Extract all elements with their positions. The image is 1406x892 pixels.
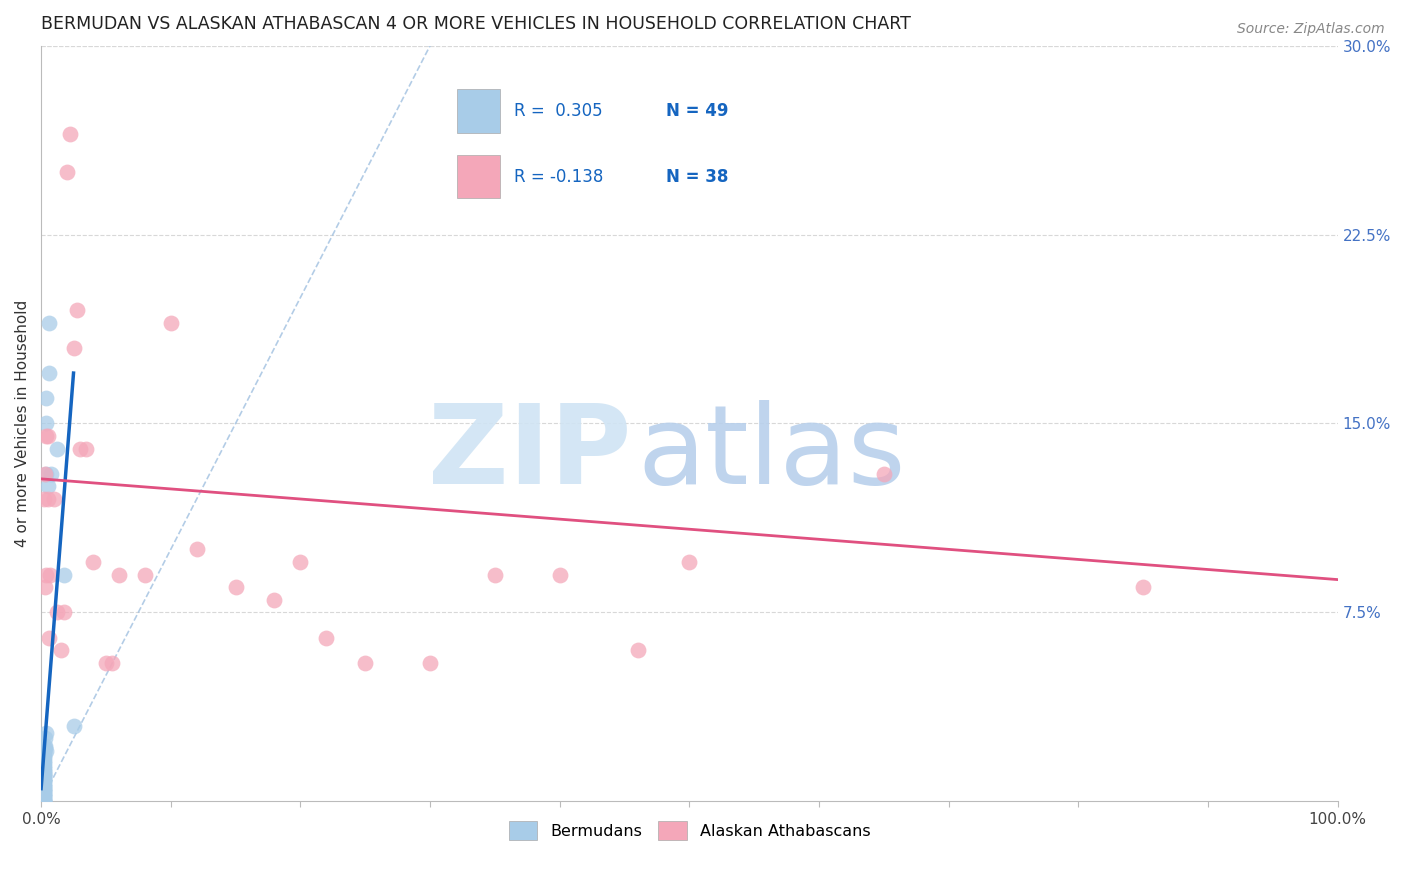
Text: ZIP: ZIP xyxy=(427,401,631,508)
Point xyxy=(263,592,285,607)
Point xyxy=(34,739,56,753)
Point xyxy=(32,791,55,805)
Point xyxy=(37,429,59,443)
Point xyxy=(32,764,55,778)
Point xyxy=(42,491,65,506)
Point xyxy=(32,781,55,796)
Point xyxy=(53,605,76,619)
Text: Source: ZipAtlas.com: Source: ZipAtlas.com xyxy=(1237,22,1385,37)
Point xyxy=(35,417,58,431)
Point xyxy=(32,754,55,768)
Point xyxy=(35,391,58,405)
Point xyxy=(32,787,55,801)
Point xyxy=(32,769,55,783)
Point xyxy=(34,731,56,746)
Point xyxy=(225,580,247,594)
Point xyxy=(41,467,63,481)
Point xyxy=(32,781,55,796)
Point xyxy=(101,656,124,670)
Point xyxy=(62,341,84,355)
Point xyxy=(37,491,59,506)
Point xyxy=(32,769,55,783)
Point xyxy=(32,759,55,773)
Point xyxy=(66,303,89,318)
Point xyxy=(34,467,56,481)
Point xyxy=(35,467,58,481)
Point xyxy=(32,772,55,786)
Point xyxy=(32,751,55,765)
Point xyxy=(38,366,60,380)
Point xyxy=(62,719,84,733)
Point xyxy=(32,491,55,506)
Point xyxy=(49,643,72,657)
Point xyxy=(59,127,82,141)
Point xyxy=(32,748,55,763)
Point xyxy=(108,567,131,582)
Text: BERMUDAN VS ALASKAN ATHABASCAN 4 OR MORE VEHICLES IN HOUSEHOLD CORRELATION CHART: BERMUDAN VS ALASKAN ATHABASCAN 4 OR MORE… xyxy=(41,15,911,33)
Point xyxy=(94,656,117,670)
Point xyxy=(76,442,98,456)
Point xyxy=(34,741,56,756)
Point xyxy=(186,542,208,557)
Point xyxy=(32,794,55,808)
Point xyxy=(32,766,55,780)
Point xyxy=(82,555,104,569)
Point xyxy=(32,762,55,776)
Point xyxy=(38,631,60,645)
Point xyxy=(32,794,55,808)
Point xyxy=(32,764,55,778)
Point xyxy=(32,784,55,798)
Point xyxy=(32,772,55,786)
Point xyxy=(32,779,55,793)
Point xyxy=(134,567,156,582)
Point xyxy=(35,726,58,740)
Point xyxy=(32,747,55,761)
Point xyxy=(37,479,59,493)
Point xyxy=(32,774,55,789)
Point xyxy=(32,766,55,780)
Point xyxy=(45,442,67,456)
Point xyxy=(626,643,648,657)
Point xyxy=(32,787,55,801)
Point xyxy=(32,791,55,805)
Point xyxy=(32,744,55,758)
Point xyxy=(32,774,55,789)
Point xyxy=(32,789,55,804)
Point xyxy=(56,164,79,178)
Point xyxy=(32,794,55,808)
Point xyxy=(32,756,55,771)
Text: atlas: atlas xyxy=(637,401,905,508)
Point xyxy=(32,776,55,790)
Point xyxy=(32,789,55,804)
Point xyxy=(678,555,700,569)
Point xyxy=(45,605,67,619)
Point xyxy=(315,631,337,645)
Point xyxy=(32,784,55,798)
Point xyxy=(419,656,441,670)
Point xyxy=(159,316,181,330)
Point xyxy=(35,429,58,443)
Point xyxy=(38,316,60,330)
Point xyxy=(1132,580,1154,594)
Point xyxy=(484,567,506,582)
Point xyxy=(69,442,91,456)
Legend: Bermudans, Alaskan Athabascans: Bermudans, Alaskan Athabascans xyxy=(502,815,876,847)
Point xyxy=(32,779,55,793)
Point xyxy=(873,467,896,481)
Point xyxy=(548,567,571,582)
Point xyxy=(354,656,377,670)
Point xyxy=(35,744,58,758)
Point xyxy=(290,555,312,569)
Point xyxy=(35,567,58,582)
Point xyxy=(39,567,62,582)
Point xyxy=(53,567,76,582)
Y-axis label: 4 or more Vehicles in Household: 4 or more Vehicles in Household xyxy=(15,300,30,547)
Point xyxy=(34,580,56,594)
